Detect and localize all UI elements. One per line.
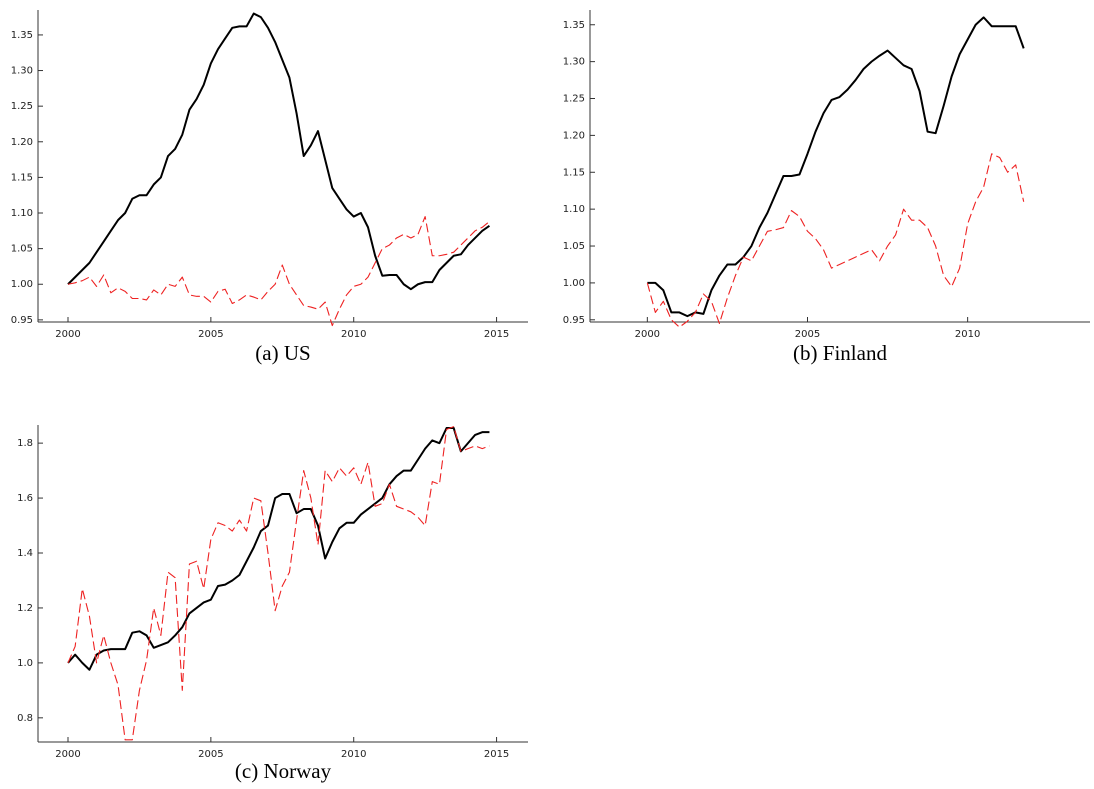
x-tick-label: 2000	[55, 329, 80, 340]
y-tick-label: 1.6	[17, 493, 33, 504]
y-tick-label: 0.95	[11, 315, 33, 326]
caption: (c) Norway	[235, 759, 332, 783]
y-tick-label: 1.2	[17, 603, 33, 614]
x-tick-label: 2015	[484, 749, 509, 760]
y-tick-label: 1.0	[17, 658, 33, 669]
y-tick-label: 1.10	[11, 208, 33, 219]
x-tick-label: 2005	[198, 329, 223, 340]
x-tick-label: 2015	[484, 329, 509, 340]
y-tick-label: 1.00	[563, 278, 585, 289]
y-tick-label: 1.20	[11, 137, 33, 148]
y-tick-label: 0.8	[17, 713, 33, 724]
y-tick-label: 1.30	[11, 66, 33, 77]
series-line	[67, 216, 490, 327]
x-tick-label: 2000	[55, 749, 80, 760]
y-tick-label: 1.20	[563, 130, 585, 141]
x-tick-label: 2010	[955, 329, 980, 340]
y-tick-label: 1.00	[11, 279, 33, 290]
series-line	[67, 427, 490, 671]
y-tick-label: 1.35	[11, 30, 33, 41]
x-tick-label: 2010	[341, 749, 366, 760]
series-line	[67, 12, 491, 291]
y-tick-label: 1.10	[563, 204, 585, 215]
y-tick-label: 1.05	[11, 244, 33, 255]
y-tick-label: 1.05	[563, 241, 585, 252]
y-tick-label: 1.8	[17, 438, 33, 449]
series-line	[67, 426, 490, 741]
y-tick-label: 1.25	[563, 94, 585, 105]
y-tick-label: 1.15	[563, 167, 585, 178]
caption: (b) Finland	[793, 341, 887, 365]
x-tick-label: 2005	[198, 749, 223, 760]
y-tick-label: 1.35	[563, 20, 585, 31]
x-tick-label: 2000	[635, 329, 660, 340]
x-tick-label: 2010	[341, 329, 366, 340]
y-tick-label: 1.15	[11, 172, 33, 183]
caption: (a) US	[255, 341, 310, 365]
series-line	[647, 16, 1025, 318]
x-tick-label: 2005	[795, 329, 820, 340]
y-tick-label: 0.95	[563, 315, 585, 326]
y-tick-label: 1.4	[17, 548, 33, 559]
series-line	[646, 153, 1025, 328]
y-tick-label: 1.30	[563, 57, 585, 68]
y-tick-label: 1.25	[11, 101, 33, 112]
